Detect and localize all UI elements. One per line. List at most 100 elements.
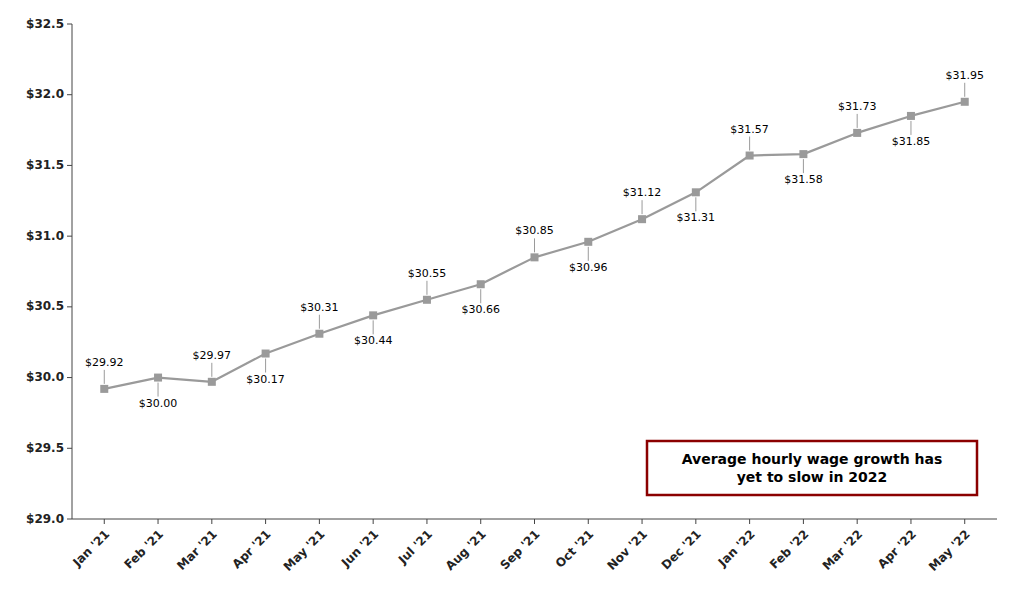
data-label: $31.57 <box>730 123 769 136</box>
x-tick-label: May '22 <box>926 527 973 574</box>
annotation-box <box>647 441 977 495</box>
data-marker <box>154 374 162 382</box>
x-tick <box>480 519 481 524</box>
y-tick-label: $29.5 <box>26 441 64 455</box>
x-tick-label: Oct '21 <box>553 527 597 571</box>
x-tick-label: Jan '22 <box>715 527 758 570</box>
x-tick <box>265 519 266 524</box>
x-tick-label: Jul '21 <box>395 527 435 567</box>
data-label: $30.66 <box>461 303 500 316</box>
label-leader <box>373 320 374 334</box>
y-tick <box>67 236 72 237</box>
plot-area <box>100 98 968 393</box>
data-marker <box>907 112 915 120</box>
data-label: $31.73 <box>838 100 877 113</box>
x-tick-label: Aug '21 <box>443 527 489 573</box>
label-leader <box>964 83 965 97</box>
data-label: $30.55 <box>408 267 447 280</box>
annotation-text: Average hourly wage growth has yet to slo… <box>682 451 942 485</box>
x-tick-label: Feb '21 <box>122 527 167 572</box>
y-tick-label: $31.5 <box>26 158 64 172</box>
y-tick <box>67 24 72 25</box>
data-marker <box>531 253 539 261</box>
x-tick <box>964 519 965 524</box>
x-tick-label: Feb '22 <box>767 527 812 572</box>
data-label: $31.95 <box>945 69 984 82</box>
y-tick <box>67 94 72 95</box>
x-tick <box>857 519 858 524</box>
data-label: $30.85 <box>515 224 554 237</box>
label-leader <box>857 114 858 128</box>
label-leader <box>642 200 643 214</box>
x-tick <box>211 519 212 524</box>
x-tick <box>588 519 589 524</box>
y-tick-label: $29.0 <box>26 512 64 526</box>
x-tick <box>910 519 911 524</box>
x-tick-label: Jan '21 <box>69 527 112 570</box>
label-leader <box>319 315 320 329</box>
y-tick <box>67 306 72 307</box>
y-tick-label: $30.5 <box>26 299 64 313</box>
label-leader <box>480 289 481 303</box>
label-leader <box>588 247 589 261</box>
data-marker <box>423 296 431 304</box>
data-label: $30.00 <box>139 397 178 410</box>
x-tick-label: Dec '21 <box>659 527 704 572</box>
x-tick <box>426 519 427 524</box>
data-line <box>104 102 964 389</box>
x-tick-label: Mar '21 <box>174 527 220 573</box>
y-axis-line <box>72 24 73 519</box>
data-label: $31.85 <box>892 135 931 148</box>
label-leader <box>158 383 159 397</box>
data-label: $30.17 <box>246 373 285 386</box>
data-marker <box>853 129 861 137</box>
y-tick-label: $31.0 <box>26 229 64 243</box>
data-label: $29.92 <box>85 356 124 369</box>
data-label: $31.58 <box>784 173 823 186</box>
label-leader <box>265 359 266 373</box>
data-label: $31.31 <box>677 211 716 224</box>
data-marker <box>315 330 323 338</box>
data-marker <box>746 152 754 160</box>
x-tick <box>695 519 696 524</box>
label-leader <box>695 197 696 211</box>
data-label: $31.12 <box>623 186 662 199</box>
data-marker <box>100 385 108 393</box>
data-label: $30.44 <box>354 334 393 347</box>
label-leader <box>104 370 105 384</box>
data-marker <box>208 378 216 386</box>
x-tick-label: Jun '21 <box>338 527 381 570</box>
y-tick-label: $30.0 <box>26 370 64 384</box>
chart-container: $29.0$29.5$30.0$30.5$31.0$31.5$32.0$32.5… <box>0 0 1021 605</box>
label-leader <box>534 238 535 252</box>
x-tick <box>373 519 374 524</box>
data-marker <box>692 188 700 196</box>
data-label: $29.97 <box>193 349 232 362</box>
data-marker <box>262 350 270 358</box>
x-tick <box>158 519 159 524</box>
x-tick <box>104 519 105 524</box>
x-tick-label: May '21 <box>281 527 328 574</box>
y-tick <box>67 519 72 520</box>
y-tick-label: $32.0 <box>26 87 64 101</box>
data-marker <box>584 238 592 246</box>
x-tick-label: Sep '21 <box>497 527 542 572</box>
annotation-line: Average hourly wage growth has <box>682 451 942 467</box>
x-tick-label: Apr '21 <box>230 527 274 571</box>
data-marker <box>369 311 377 319</box>
x-tick <box>749 519 750 524</box>
y-tick <box>67 448 72 449</box>
x-tick <box>803 519 804 524</box>
data-marker <box>961 98 969 106</box>
x-tick-label: Apr '22 <box>875 527 919 571</box>
data-marker <box>799 150 807 158</box>
annotation-line: yet to slow in 2022 <box>737 469 888 485</box>
data-marker <box>638 215 646 223</box>
label-leader <box>211 363 212 377</box>
label-leader <box>426 281 427 295</box>
label-leader <box>803 159 804 173</box>
data-label: $30.31 <box>300 301 339 314</box>
label-leader <box>749 137 750 151</box>
label-leader <box>910 121 911 135</box>
x-tick <box>534 519 535 524</box>
